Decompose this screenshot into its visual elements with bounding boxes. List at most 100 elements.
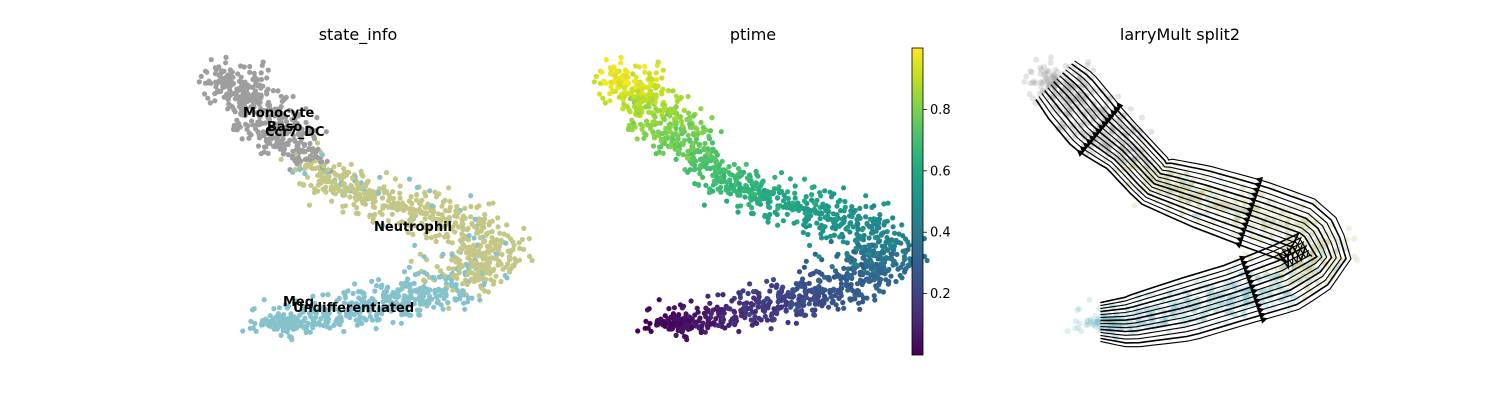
point bbox=[303, 119, 309, 126]
point bbox=[680, 152, 686, 158]
faded-point bbox=[1076, 305, 1083, 312]
point bbox=[828, 238, 834, 245]
point bbox=[806, 280, 812, 286]
point bbox=[428, 235, 434, 241]
point bbox=[834, 288, 841, 294]
point bbox=[460, 221, 466, 227]
point bbox=[866, 242, 872, 248]
point bbox=[435, 211, 441, 217]
point bbox=[271, 306, 277, 312]
point bbox=[745, 290, 751, 297]
point bbox=[460, 288, 466, 294]
point bbox=[377, 209, 383, 215]
point bbox=[482, 288, 488, 294]
point bbox=[471, 223, 477, 229]
point bbox=[709, 140, 716, 146]
point bbox=[790, 200, 796, 206]
point bbox=[837, 234, 843, 240]
point bbox=[511, 242, 517, 248]
point bbox=[442, 234, 448, 240]
point bbox=[857, 205, 863, 211]
point bbox=[433, 238, 439, 245]
point bbox=[238, 84, 244, 90]
point bbox=[471, 251, 477, 257]
point bbox=[505, 248, 511, 254]
point bbox=[244, 126, 250, 132]
point bbox=[872, 297, 878, 303]
point bbox=[849, 287, 856, 294]
point bbox=[601, 78, 607, 84]
faded-point bbox=[1046, 81, 1053, 88]
point bbox=[817, 225, 823, 231]
point bbox=[661, 130, 668, 136]
point bbox=[805, 231, 811, 238]
point bbox=[468, 264, 475, 270]
point bbox=[377, 174, 383, 180]
point bbox=[778, 289, 784, 295]
point bbox=[750, 289, 757, 295]
point bbox=[705, 146, 711, 152]
point bbox=[655, 59, 661, 65]
point bbox=[319, 304, 325, 310]
point bbox=[401, 269, 408, 275]
point bbox=[674, 140, 680, 146]
point bbox=[262, 107, 268, 114]
point bbox=[476, 293, 482, 299]
point bbox=[600, 95, 606, 101]
point bbox=[399, 312, 405, 318]
faded-point bbox=[1049, 73, 1056, 80]
point bbox=[414, 289, 420, 295]
point bbox=[822, 188, 828, 194]
point bbox=[238, 74, 244, 80]
point bbox=[341, 171, 347, 177]
point bbox=[692, 166, 698, 172]
point bbox=[708, 310, 715, 317]
faded-point bbox=[1136, 189, 1143, 196]
point bbox=[292, 318, 298, 324]
point bbox=[676, 312, 682, 318]
faded-point bbox=[1062, 63, 1069, 69]
point bbox=[687, 121, 693, 127]
point bbox=[446, 265, 452, 271]
point bbox=[388, 307, 394, 313]
point bbox=[787, 176, 794, 182]
faded-point bbox=[1026, 91, 1033, 97]
point bbox=[510, 247, 516, 253]
point bbox=[746, 312, 752, 318]
point bbox=[621, 72, 627, 78]
point bbox=[341, 181, 347, 187]
point bbox=[653, 106, 659, 112]
point bbox=[841, 214, 848, 221]
point bbox=[265, 86, 271, 92]
point bbox=[255, 143, 262, 149]
point bbox=[396, 220, 402, 226]
point bbox=[719, 158, 725, 164]
point bbox=[831, 224, 837, 230]
point bbox=[806, 301, 812, 307]
faded-point bbox=[1128, 323, 1135, 330]
faded-point bbox=[1031, 78, 1037, 85]
panel-state-info: state_info MonocyteBasoCcr7_DCNeutrophil… bbox=[196, 25, 535, 343]
point bbox=[872, 235, 879, 241]
point bbox=[228, 103, 234, 109]
faded-point bbox=[1048, 54, 1054, 61]
point bbox=[425, 297, 431, 304]
faded-point bbox=[1047, 59, 1054, 66]
point bbox=[866, 235, 872, 241]
point bbox=[397, 195, 403, 201]
point bbox=[718, 174, 724, 181]
point bbox=[473, 259, 479, 265]
point bbox=[844, 257, 850, 263]
point bbox=[301, 142, 307, 148]
point bbox=[386, 192, 392, 198]
faded-point bbox=[1063, 74, 1070, 81]
point bbox=[692, 312, 698, 318]
point bbox=[614, 69, 620, 76]
faded-point bbox=[1131, 155, 1138, 162]
point bbox=[423, 210, 429, 216]
point bbox=[461, 242, 467, 248]
cluster-labels: MonocyteBasoCcr7_DCNeutrophilMegUndiffer… bbox=[243, 106, 452, 316]
point bbox=[213, 84, 219, 90]
faded-point bbox=[1029, 95, 1036, 102]
point bbox=[490, 200, 496, 206]
